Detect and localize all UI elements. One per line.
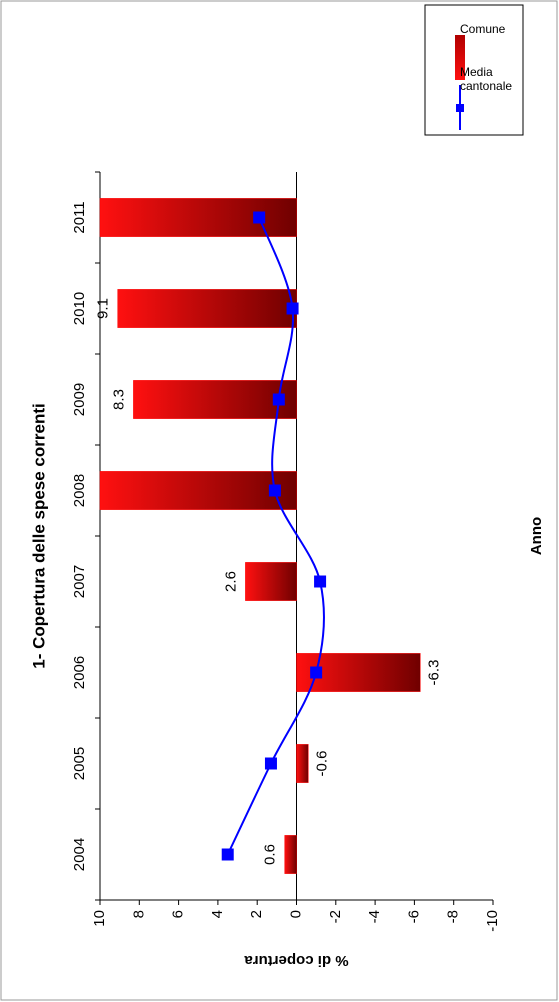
y-axis-label: % di copertura [244,952,349,969]
bar [245,562,297,601]
legend-label: Comune [460,22,506,36]
data-label: -6.3 [425,660,442,686]
x-tick-label: 2008 [71,474,88,507]
x-tick-label: 2007 [71,565,88,598]
y-tick-label: 8 [130,910,147,918]
y-tick-label: -8 [445,910,462,923]
x-tick-label: 2006 [71,656,88,689]
x-axis-label: Anno [528,517,545,555]
y-tick-label: -4 [366,910,383,923]
x-tick-label: 2009 [71,383,88,416]
y-tick-label: 6 [170,910,187,918]
data-label: 2.6 [222,571,239,592]
legend-label: Media cantonale [460,65,512,93]
x-tick-label: 2010 [71,292,88,325]
data-label: 9.1 [95,298,112,319]
data-label: 0.6 [262,844,279,865]
legend-marker [456,104,464,112]
y-tick-label: 0 [287,910,304,918]
y-tick-label: -2 [327,910,344,923]
legend-box [424,4,524,136]
marker [268,484,281,497]
marker [286,302,299,315]
y-tick-label: -10 [484,910,501,932]
data-label: -0.6 [313,751,330,777]
bar [117,289,297,328]
bar [296,744,309,783]
marker [314,575,327,588]
legend-swatch [455,35,465,80]
bar [99,198,297,237]
marker [310,666,323,679]
data-label: 8.3 [110,389,127,410]
bar [296,653,421,692]
marker [272,393,285,406]
y-tick-label: -6 [405,910,422,923]
bar [284,835,297,874]
x-tick-label: 2004 [71,838,88,871]
x-tick-label: 2011 [71,201,88,233]
chart-title: 1- Copertura delle spese correnti [29,403,48,668]
x-tick-label: 2005 [71,747,88,780]
bar [99,471,297,510]
marker [264,757,277,770]
y-tick-label: 4 [209,910,226,918]
marker [253,211,266,224]
y-tick-label: 2 [248,910,265,918]
rotated-chart: 1- Copertura delle spese correnti Anno % d… [29,4,545,969]
marker [221,848,234,861]
y-tick-label: 10 [91,910,108,927]
bar [133,380,297,419]
